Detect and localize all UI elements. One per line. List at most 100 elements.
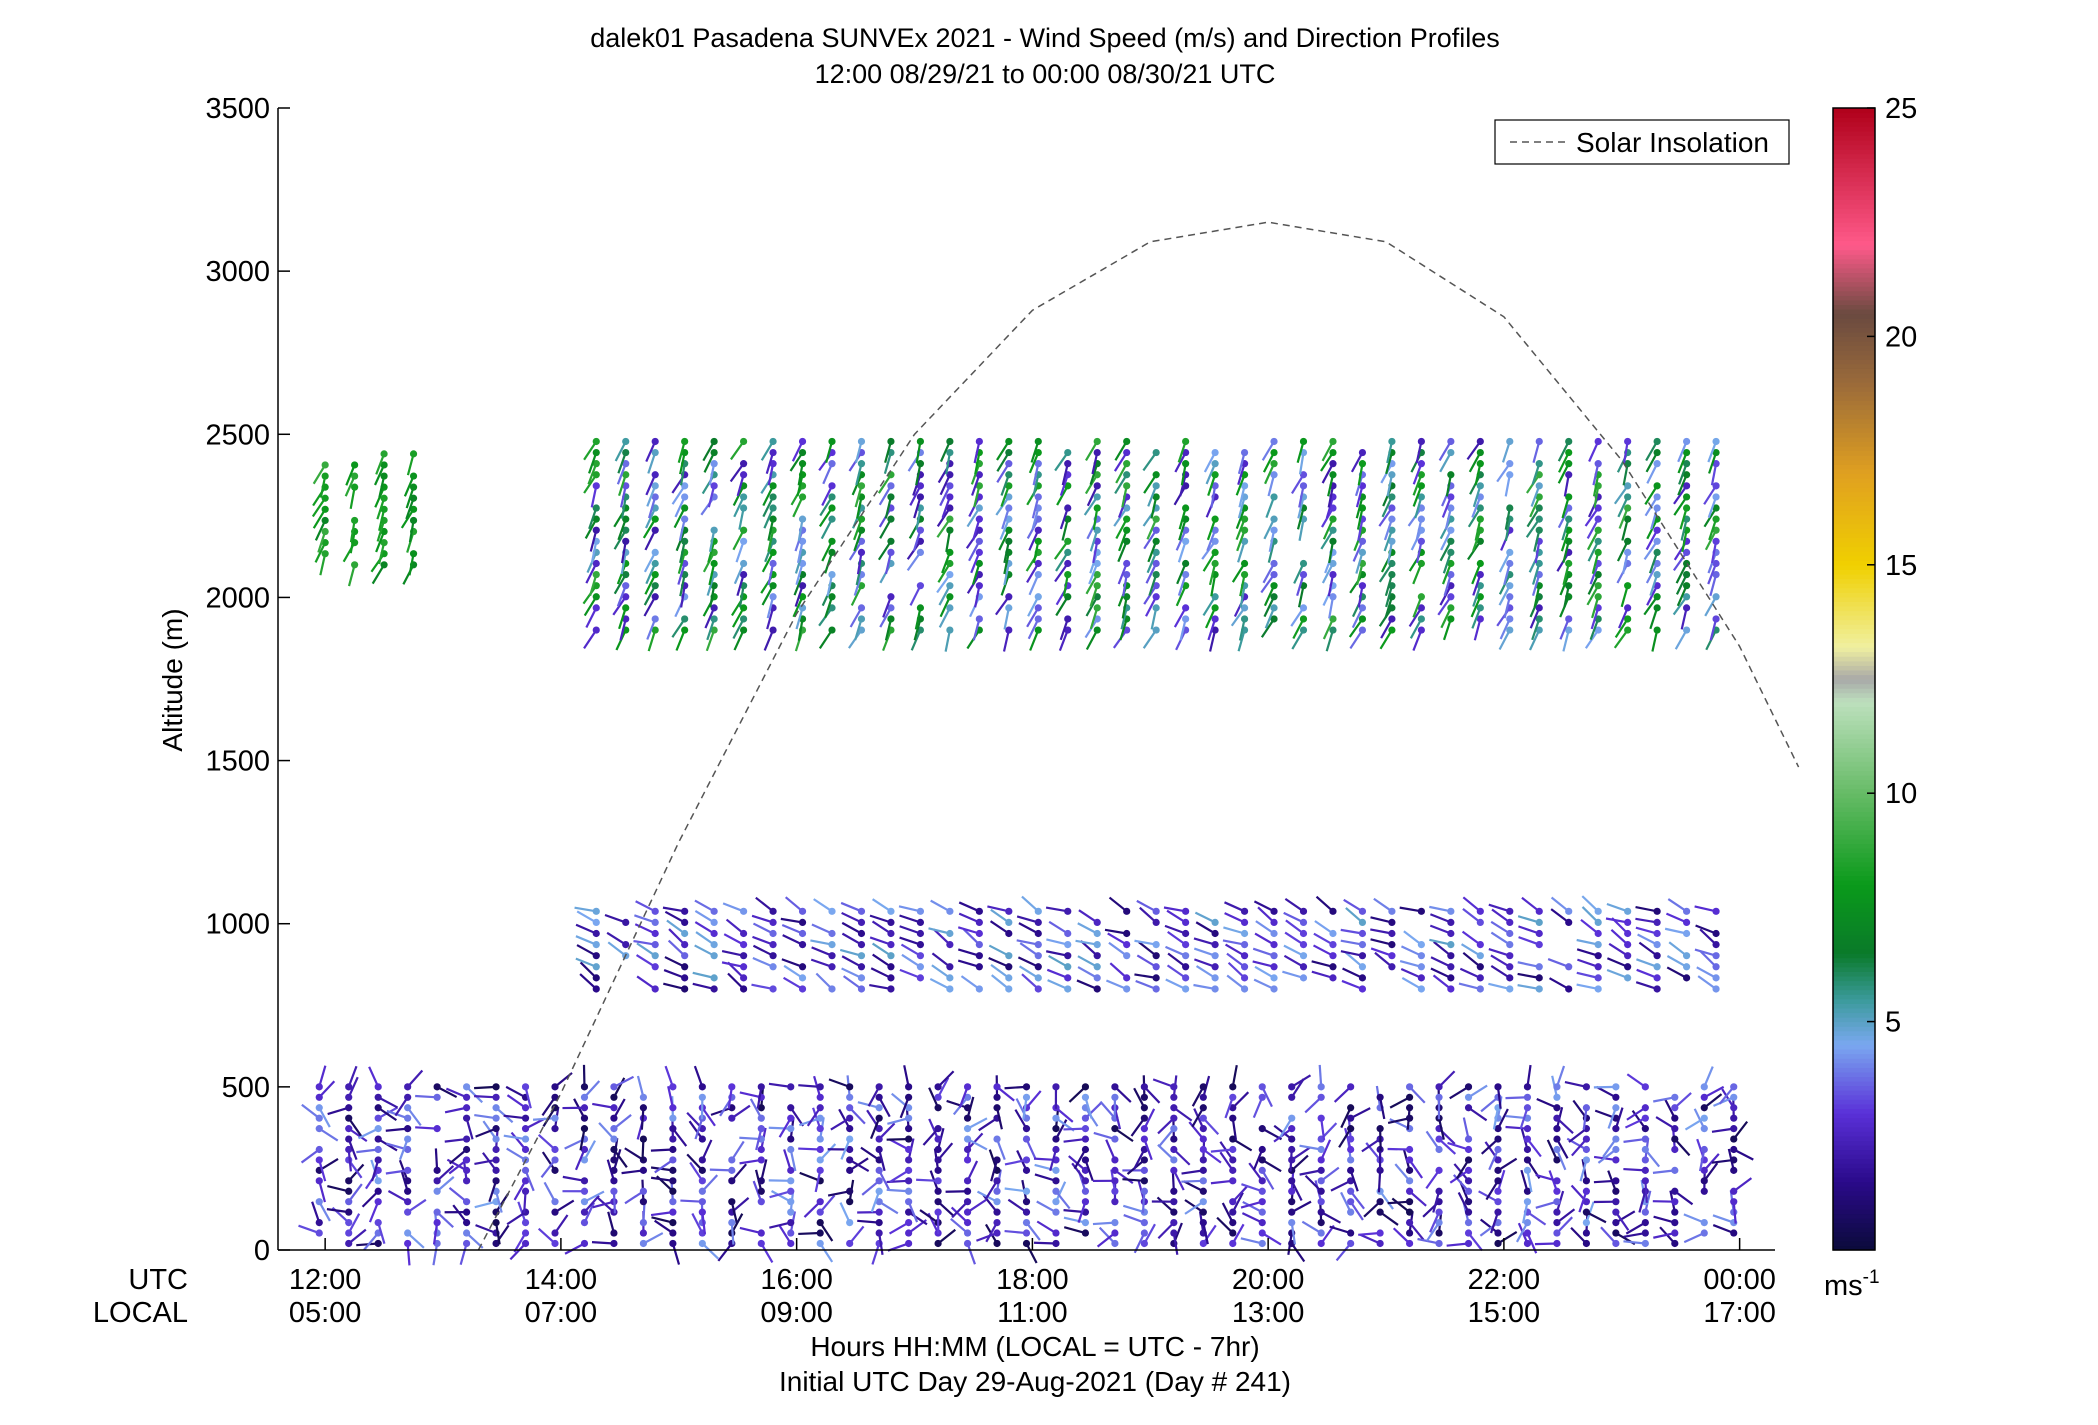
wind-barb-dot [887, 593, 895, 601]
wind-barb [839, 1202, 851, 1224]
wind-barb [1664, 927, 1687, 935]
wind-barb-dot [1612, 1083, 1620, 1091]
y-tick-label: 2500 [205, 419, 270, 451]
wind-barb [537, 1227, 556, 1245]
wind-barb-dot [1152, 593, 1160, 601]
wind-barb-dot [639, 1218, 648, 1227]
wind-barb-dot [462, 1083, 471, 1091]
wind-barb [1063, 1216, 1086, 1224]
wind-barb-dot [1123, 471, 1131, 479]
wind-barb-dot [592, 437, 600, 446]
wind-barb-dot [1405, 1218, 1414, 1227]
wind-barb-dot [798, 907, 807, 915]
wind-barb-dot [1712, 963, 1720, 971]
wind-barb [1089, 529, 1099, 552]
wind-barb-dot [1624, 929, 1632, 938]
wind-barb-dot [315, 1218, 323, 1227]
colorbar-band [1833, 1112, 1875, 1119]
wind-barb [1370, 916, 1393, 924]
wind-barb-dot [1494, 1229, 1502, 1237]
wind-barb [1032, 474, 1040, 497]
wind-barb-dot [1464, 1083, 1473, 1091]
wind-barb-dot [1052, 1145, 1060, 1154]
colorbar-band [1833, 1204, 1875, 1210]
wind-barb-dot [1523, 1166, 1532, 1174]
wind-barb-dot [1730, 1198, 1738, 1206]
colorbar-band [1833, 108, 1875, 114]
wind-barb-dot [1299, 604, 1308, 612]
wind-barb-dot [669, 1125, 677, 1133]
wind-barb-dot [946, 471, 954, 479]
wind-barb-dot [857, 482, 866, 490]
wind-barb [1231, 1118, 1238, 1141]
wind-barb-dot [1358, 537, 1367, 545]
wind-barb [1576, 971, 1599, 979]
wind-barb [1517, 915, 1540, 924]
wind-barb [1561, 518, 1570, 541]
wind-barb [1349, 1170, 1359, 1192]
wind-barb-dot [1535, 504, 1543, 512]
wind-barb-dot [1240, 963, 1249, 971]
wind-barb-dot [1671, 1125, 1679, 1133]
wind-barb [667, 1086, 674, 1108]
wind-barb [495, 1190, 503, 1213]
wind-barb [1576, 948, 1599, 957]
wind-barb-dot [1535, 437, 1543, 446]
wind-barb-dot [1565, 559, 1573, 568]
wind-barb-dot [351, 461, 359, 469]
wind-barb-dot [1682, 471, 1691, 479]
wind-barb-dot [1347, 1229, 1355, 1237]
wind-barb [376, 497, 386, 520]
wind-barb [1606, 957, 1629, 968]
wind-barb [778, 1117, 792, 1138]
wind-barb-dot [651, 907, 659, 915]
wind-barb [1379, 1128, 1382, 1151]
colorbar-band [1833, 619, 1875, 625]
wind-barb-dot [1170, 1125, 1178, 1133]
wind-barb-dot [946, 548, 954, 557]
wind-barb-dot [769, 504, 777, 512]
wind-barb-dot [1464, 1145, 1473, 1154]
wind-barb [1058, 629, 1069, 652]
wind-barb [958, 1086, 969, 1108]
wind-barb [1320, 1139, 1332, 1161]
wind-barb [1120, 607, 1128, 630]
wind-barb-dot [1123, 985, 1131, 993]
wind-barb [1304, 1174, 1322, 1193]
wind-barb [1733, 1148, 1754, 1161]
wind-barb [1351, 607, 1364, 629]
colorbar-band [1833, 1149, 1875, 1155]
wind-barb [1399, 906, 1422, 913]
wind-barb-dot [315, 1229, 323, 1237]
wind-barb [1470, 596, 1482, 618]
wind-barb [928, 927, 951, 935]
colorbar-band [1833, 135, 1875, 141]
wind-barb [398, 1138, 409, 1161]
wind-barb-dot [1388, 918, 1396, 927]
wind-barb [877, 474, 892, 494]
wind-barb-dot [1052, 1187, 1060, 1195]
wind-barb [1650, 507, 1659, 530]
wind-barb-dot [857, 548, 866, 557]
wind-barb-dot [1317, 1218, 1325, 1227]
wind-barb-dot [1553, 1156, 1561, 1164]
wind-barb-dot [1005, 460, 1013, 468]
wind-barb [803, 1200, 821, 1218]
wind-barb [1084, 1096, 1093, 1119]
wind-barb [1357, 585, 1364, 608]
wind-barb [709, 585, 716, 608]
wind-barb [448, 1187, 468, 1203]
wind-barb [1438, 1138, 1457, 1155]
wind-barb [474, 1113, 497, 1120]
wind-barb [1282, 970, 1304, 979]
wind-barb [1555, 1138, 1569, 1159]
wind-barb [1568, 1127, 1588, 1143]
wind-barb [1237, 452, 1246, 475]
wind-barb-dot [1464, 1156, 1473, 1164]
wind-barb-dot [592, 504, 600, 512]
colorbar-band [1833, 1039, 1875, 1046]
wind-barb-dot [1506, 974, 1514, 982]
wind-barb-dot [1553, 1198, 1561, 1206]
wind-barb-dot [740, 929, 748, 938]
colorbar-band [1833, 377, 1875, 383]
